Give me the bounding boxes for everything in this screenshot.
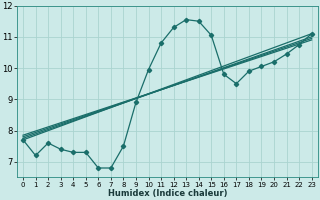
X-axis label: Humidex (Indice chaleur): Humidex (Indice chaleur) bbox=[108, 189, 227, 198]
